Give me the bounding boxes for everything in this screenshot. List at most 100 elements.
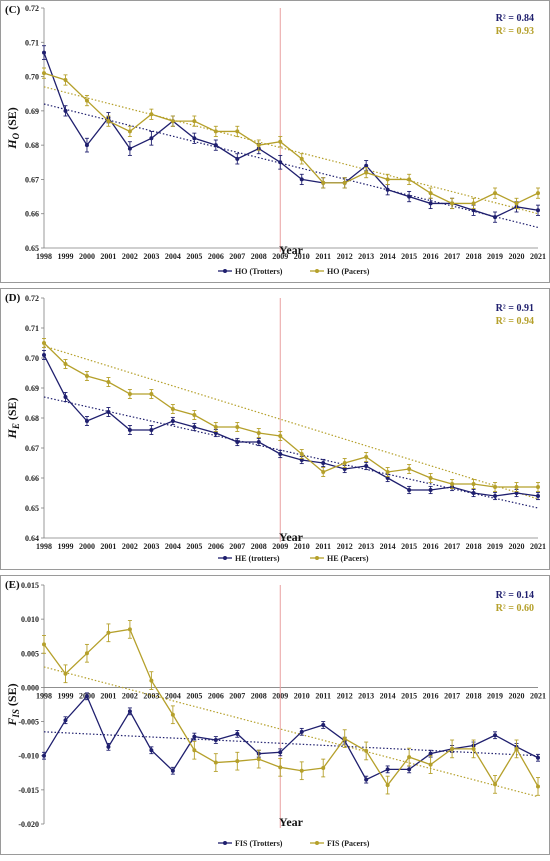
data-point-trotters [385,187,390,192]
x-tick-label: 2008 [251,252,267,261]
panel-label: (E) [5,579,20,591]
data-point-pacers [514,201,519,206]
data-point-trotters [493,733,498,738]
y-axis-title-suffix: (SE) [5,107,19,133]
series-line-trotters [43,52,539,218]
data-point-trotters [127,146,132,151]
panel-frame [0,288,550,570]
x-tick-label: 2010 [294,691,310,700]
y-tick-label: 0.72 [25,294,39,303]
x-tick-label: 2018 [466,252,482,261]
x-tick-label: 2016 [423,252,439,261]
x-tick-label: 2004 [165,691,181,700]
x-tick-label: 2015 [401,691,417,700]
data-point-pacers [536,485,540,489]
legend-label: HE (trotters) [235,554,280,563]
legend-label: HO (Trotters) [235,267,283,276]
data-point-pacers [321,180,326,185]
y-tick-label: 0.68 [25,414,39,423]
data-point-trotters [514,491,519,495]
data-point-trotters [471,491,476,495]
x-tick-label: 2004 [165,542,181,551]
data-point-trotters [106,744,111,749]
x-tick-label: 2003 [143,252,159,261]
data-point-trotters [42,50,46,55]
data-point-pacers [235,129,240,134]
data-point-trotters [192,734,197,739]
data-point-pacers [493,191,498,196]
chart-panel-c: 0.65 0.66 0.67 0.68 0.69 0.70 0.71 0.72 1998 1999… [0,0,550,283]
x-tick-label: 2008 [251,542,267,551]
data-point-pacers [192,413,197,417]
x-axis-title: Year [279,243,304,257]
x-tick-label: 2021 [530,691,546,700]
data-point-pacers [192,748,197,753]
data-point-trotters [170,419,175,423]
x-tick-label: 2003 [143,691,159,700]
data-point-pacers [192,119,197,124]
x-tick-label: 1998 [36,252,52,261]
x-tick-label: 2005 [186,252,202,261]
data-point-pacers [127,392,132,396]
data-point-pacers [127,129,132,134]
data-point-trotters [127,428,132,432]
legend-label: FIS (Pacers) [327,839,370,848]
x-tick-label: 2006 [208,252,224,261]
data-point-trotters [63,718,68,723]
x-tick-label: 2017 [444,542,460,551]
x-tick-label: 2020 [509,542,525,551]
data-point-trotters [278,750,283,755]
x-axis-title: Year [279,815,304,829]
data-point-pacers [450,482,455,486]
data-point-pacers [63,671,68,676]
data-point-trotters [536,494,540,498]
data-point-trotters [213,143,218,148]
x-tick-label: 2000 [79,542,95,551]
x-tick-label: 2007 [229,542,245,551]
x-tick-label: 2021 [530,252,546,261]
data-point-pacers [42,341,46,345]
data-point-pacers [536,784,540,789]
y-axis-title-main: F [5,718,19,727]
y-tick-label: 0.69 [25,384,39,393]
data-point-pacers [256,431,261,435]
data-point-trotters [364,163,369,168]
data-point-trotters [213,431,218,435]
x-tick-label: 2012 [337,252,353,261]
y-axis-title-sub: O [11,132,21,139]
x-tick-label: 2020 [509,691,525,700]
data-point-trotters [407,767,412,772]
data-point-trotters [299,177,304,182]
series-line-trotters [43,354,539,497]
x-tick-label: 1998 [36,542,52,551]
y-tick-label: 0.71 [25,38,39,47]
data-point-pacers [106,630,111,635]
data-point-pacers [321,470,326,474]
x-tick-label: 2013 [358,542,374,551]
x-tick-label: 2016 [423,691,439,700]
chart-panel-d: 0.64 0.65 0.66 0.67 0.68 0.69 0.70 0.71 0.72 1998… [0,288,550,570]
data-point-pacers [299,768,304,773]
data-point-pacers [84,98,89,103]
data-point-pacers [106,119,111,124]
data-point-pacers [213,760,218,765]
y-tick-label: -0.005 [18,718,39,727]
x-tick-label: 2005 [186,542,202,551]
y-tick-label: 0.70 [25,73,39,82]
data-point-pacers [536,191,540,196]
y-axis-title-main: H [5,139,19,150]
data-point-trotters [428,201,433,206]
x-tick-label: 1999 [57,691,73,700]
data-point-trotters [63,108,68,113]
x-tick-label: 1999 [57,252,73,261]
y-tick-label: 0.69 [25,107,39,116]
data-point-pacers [299,452,304,456]
x-tick-label: 2001 [100,542,116,551]
data-point-pacers [342,180,347,185]
x-tick-label: 2018 [466,542,482,551]
x-tick-label: 2007 [229,691,245,700]
data-point-trotters [63,395,68,399]
data-point-trotters [299,458,304,462]
legend-marker-pacers [315,556,319,560]
